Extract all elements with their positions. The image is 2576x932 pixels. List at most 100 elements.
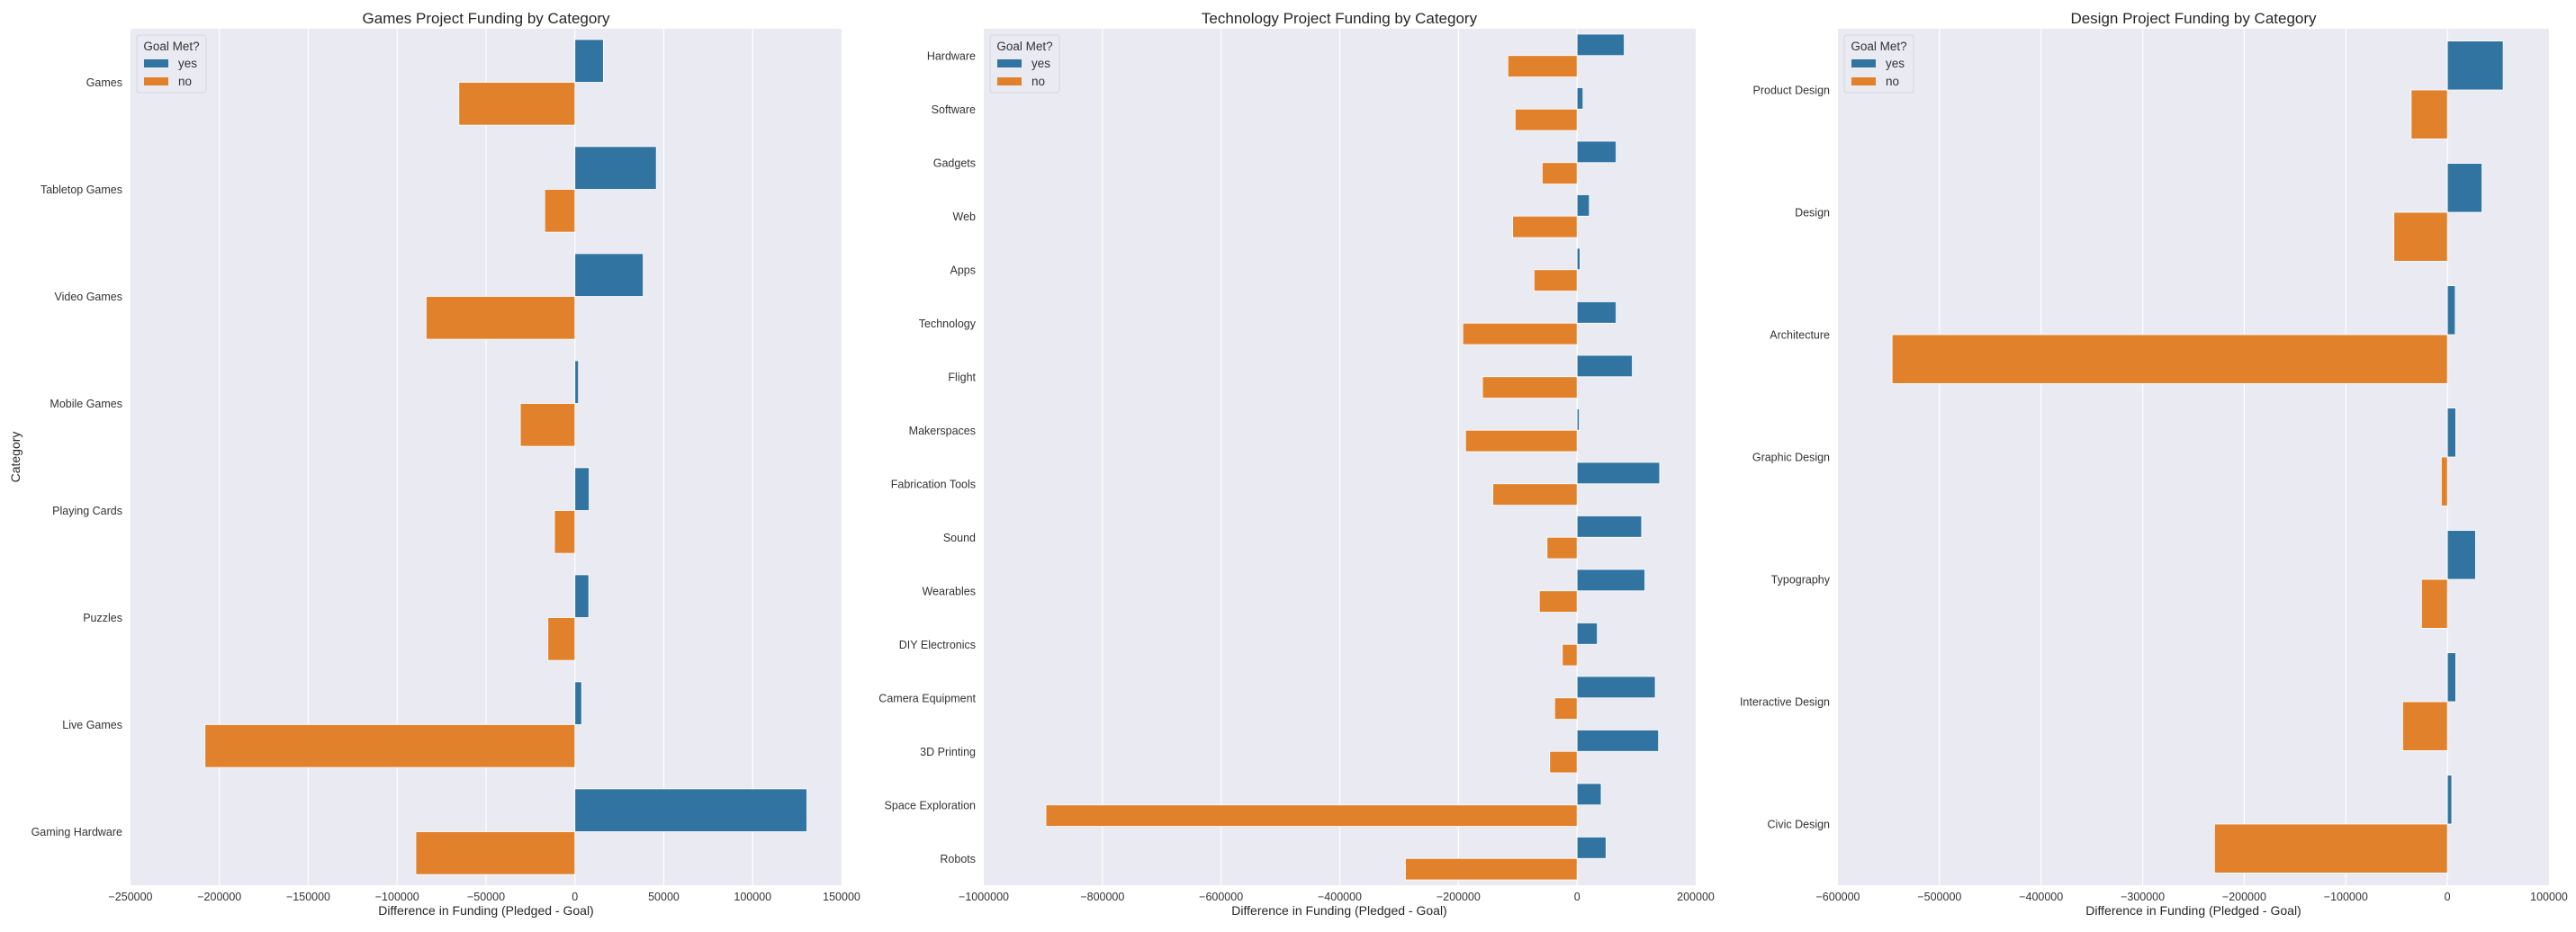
design-funding-chart: Design Project Funding by Category Diffe… bbox=[1740, 10, 2568, 918]
x-tick-label: −400000 bbox=[2019, 891, 2063, 903]
bar-yes bbox=[1576, 140, 1617, 164]
y-tick-label: Civic Design bbox=[1768, 819, 1831, 831]
bar-no bbox=[554, 510, 576, 554]
bar-yes bbox=[2446, 530, 2476, 580]
legend-label-no: no bbox=[1031, 75, 1045, 88]
y-tick-label: Video Games bbox=[54, 291, 122, 303]
bar-no bbox=[1538, 590, 1578, 613]
x-tick-label: −500000 bbox=[1917, 891, 1961, 903]
y-tick-label: Flight bbox=[948, 371, 976, 383]
y-tick-label: Interactive Design bbox=[1740, 696, 1830, 709]
bar-no bbox=[1562, 643, 1578, 667]
bar-no bbox=[1514, 108, 1578, 131]
legend-label-yes: yes bbox=[178, 57, 197, 70]
y-tick-label: Camera Equipment bbox=[878, 692, 976, 704]
legend: Goal Met? yes no bbox=[136, 34, 207, 94]
y-tick-label: Technology bbox=[919, 318, 977, 330]
bar-yes bbox=[574, 360, 580, 404]
bar-no bbox=[204, 724, 576, 768]
bar-no bbox=[1507, 55, 1578, 77]
x-tick-label: 0 bbox=[2445, 891, 2451, 903]
x-tick-label: −600000 bbox=[1815, 891, 1860, 903]
legend: Goal Met? yes no bbox=[989, 34, 1060, 94]
x-tick-label: −150000 bbox=[286, 891, 330, 903]
bar-no bbox=[2213, 823, 2448, 874]
x-tick-label: 100000 bbox=[734, 891, 771, 903]
x-tick-label: −600000 bbox=[1199, 891, 1243, 903]
y-tick-label: Wearables bbox=[922, 585, 976, 597]
bar-no bbox=[1891, 334, 2448, 384]
x-tick-label: −300000 bbox=[2121, 891, 2165, 903]
y-tick-label: Gadgets bbox=[933, 157, 976, 169]
x-tick-label: 100000 bbox=[2530, 891, 2568, 903]
y-tick-label: DIY Electronics bbox=[899, 639, 976, 651]
x-tick-label: −200000 bbox=[2222, 891, 2266, 903]
bar-yes bbox=[2446, 285, 2456, 336]
y-tick-label: Hardware bbox=[927, 49, 976, 62]
bar-yes bbox=[1576, 354, 1633, 378]
y-tick-label: Playing Cards bbox=[52, 505, 122, 517]
bar-no bbox=[1482, 376, 1578, 399]
legend-title: Goal Met? bbox=[996, 40, 1052, 53]
y-tick-label: Robots bbox=[940, 853, 976, 865]
plot-area bbox=[984, 29, 1696, 885]
chart-title: Design Project Funding by Category bbox=[2070, 10, 2317, 27]
bar-yes bbox=[574, 146, 657, 190]
legend-swatch-no bbox=[144, 77, 168, 85]
y-tick-label: Space Exploration bbox=[885, 799, 977, 811]
technology-funding-chart: Technology Project Funding by Category D… bbox=[878, 10, 1715, 918]
legend-title: Goal Met? bbox=[143, 40, 199, 53]
bar-yes bbox=[1576, 569, 1645, 592]
legend-swatch-yes bbox=[1851, 59, 1876, 67]
y-tick-label: 3D Printing bbox=[920, 746, 976, 758]
x-tick-label: −800000 bbox=[1080, 891, 1124, 903]
bar-no bbox=[1462, 322, 1578, 345]
x-tick-label: −100000 bbox=[2324, 891, 2368, 903]
bar-yes bbox=[1576, 676, 1656, 699]
bar-no bbox=[547, 617, 576, 661]
bar-yes bbox=[1576, 730, 1660, 752]
x-tick-label: −250000 bbox=[108, 891, 152, 903]
bar-yes bbox=[1576, 194, 1590, 217]
legend-label-yes: yes bbox=[1031, 57, 1050, 70]
chart-title: Games Project Funding by Category bbox=[363, 10, 610, 27]
bar-no bbox=[1546, 536, 1578, 560]
bar-no bbox=[1533, 269, 1578, 291]
bar-yes bbox=[1576, 33, 1625, 57]
x-tick-label: 200000 bbox=[1677, 891, 1715, 903]
bar-no bbox=[519, 403, 576, 447]
legend-swatch-yes bbox=[144, 59, 168, 67]
x-tick-label: −200000 bbox=[1437, 891, 1481, 903]
bar-yes bbox=[2446, 408, 2456, 458]
x-tick-label: 50000 bbox=[648, 891, 680, 903]
bar-yes bbox=[1576, 837, 1607, 859]
y-tick-label: Web bbox=[953, 211, 977, 223]
bar-yes bbox=[2446, 163, 2482, 213]
y-tick-label: Architecture bbox=[1770, 329, 1830, 342]
bar-yes bbox=[2446, 40, 2504, 91]
y-tick-label: Makerspaces bbox=[909, 425, 976, 437]
y-tick-label: Design bbox=[1795, 207, 1830, 220]
legend-swatch-no bbox=[1851, 77, 1876, 85]
x-axis-label: Difference in Funding (Pledged - Goal) bbox=[1231, 903, 1446, 918]
bar-no bbox=[1405, 857, 1578, 881]
x-tick-label: 0 bbox=[1574, 891, 1581, 903]
legend-label-no: no bbox=[178, 75, 192, 88]
bar-no bbox=[1492, 483, 1578, 506]
bar-no bbox=[2440, 456, 2448, 506]
bar-no bbox=[426, 296, 576, 340]
legend-label-no: no bbox=[1886, 75, 1899, 88]
bar-yes bbox=[574, 253, 644, 297]
y-tick-label: Mobile Games bbox=[50, 398, 122, 410]
bar-yes bbox=[1576, 301, 1617, 324]
y-tick-label: Fabrication Tools bbox=[891, 478, 976, 490]
bar-yes bbox=[1576, 247, 1581, 271]
bar-yes bbox=[1576, 515, 1643, 538]
legend-label-yes: yes bbox=[1886, 57, 1905, 70]
x-axis-label: Difference in Funding (Pledged - Goal) bbox=[2085, 903, 2301, 918]
bar-yes bbox=[1576, 462, 1661, 485]
y-tick-label: Product Design bbox=[1753, 85, 1831, 97]
bar-no bbox=[2402, 701, 2448, 751]
bar-yes bbox=[574, 467, 590, 511]
legend-swatch-yes bbox=[997, 59, 1022, 67]
